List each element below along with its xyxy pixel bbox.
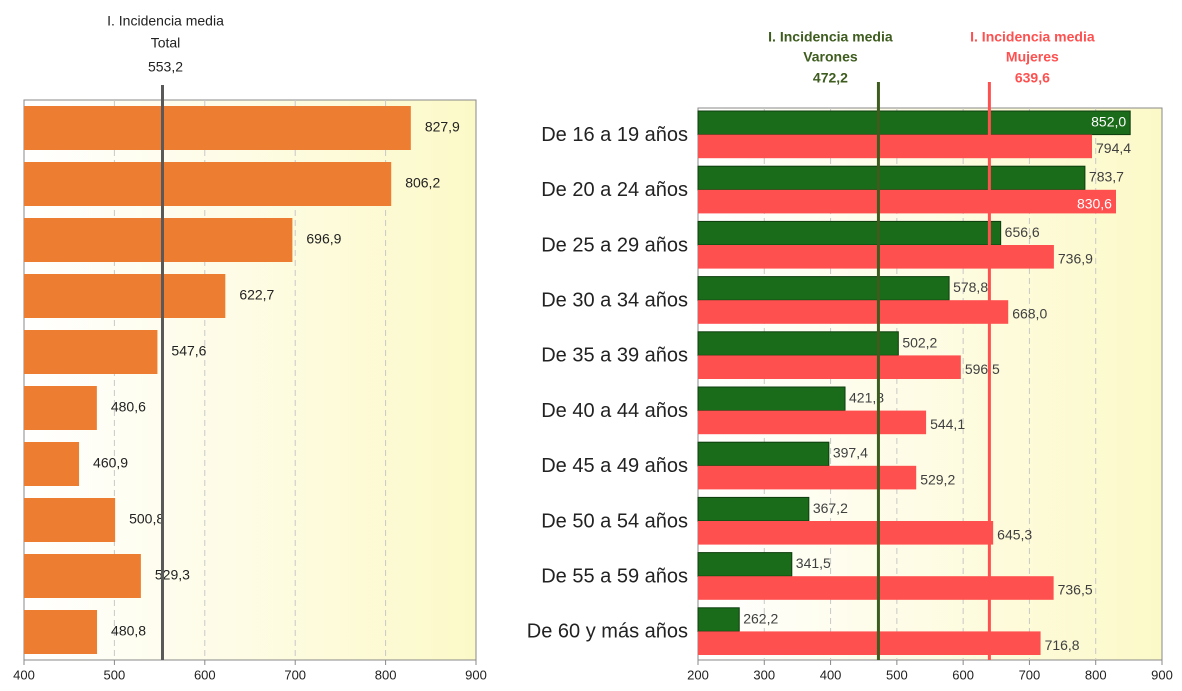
bar xyxy=(24,106,411,150)
value-label: 529,2 xyxy=(920,471,955,487)
category-label: De 25 a 29 años xyxy=(541,234,688,256)
bar xyxy=(698,631,1041,655)
value-label: 736,9 xyxy=(1058,251,1093,267)
x-tick-label: 800 xyxy=(1085,667,1107,682)
reference-label: Varones xyxy=(803,49,858,65)
bar xyxy=(24,386,97,430)
value-label: 544,1 xyxy=(930,416,965,432)
value-label: 668,0 xyxy=(1012,306,1047,322)
bar xyxy=(698,465,917,490)
value-label: 480,8 xyxy=(111,623,146,639)
value-label: 806,2 xyxy=(405,175,440,191)
category-label: De 45 a 49 años xyxy=(541,455,688,477)
reference-label: I. Incidencia media xyxy=(107,13,224,29)
bar xyxy=(698,245,1054,269)
category-label: De 40 a 44 años xyxy=(541,400,688,422)
reference-label: I. Incidencia media xyxy=(768,29,893,45)
bar xyxy=(698,300,1009,324)
bar xyxy=(24,162,392,206)
bar xyxy=(698,355,961,379)
bar xyxy=(697,110,1131,136)
x-tick-label: 400 xyxy=(820,667,842,682)
bar xyxy=(698,576,1054,600)
value-label: 622,7 xyxy=(239,287,274,303)
value-label: 696,9 xyxy=(306,231,341,247)
x-tick-label: 700 xyxy=(284,667,306,682)
bar xyxy=(24,218,293,262)
value-label: 656,6 xyxy=(1005,224,1040,240)
bar xyxy=(697,331,899,356)
category-label: De 50 a 54 años xyxy=(541,510,688,532)
reference-value: 639,6 xyxy=(1015,70,1050,86)
value-label: 852,0 xyxy=(1091,114,1126,130)
x-tick-label: 400 xyxy=(13,667,35,682)
value-label: 578,8 xyxy=(953,279,988,295)
bar xyxy=(698,410,927,435)
x-tick-label: 500 xyxy=(104,667,126,682)
bar xyxy=(697,386,846,412)
bar xyxy=(698,134,1093,159)
value-label: 480,6 xyxy=(111,399,146,415)
value-label: 645,3 xyxy=(997,527,1032,543)
value-label: 736,5 xyxy=(1058,582,1093,598)
value-label: 529,3 xyxy=(155,567,190,583)
bar xyxy=(698,189,1116,214)
reference-value: 472,2 xyxy=(813,70,848,86)
bar xyxy=(697,276,950,301)
bar xyxy=(697,607,740,632)
bar xyxy=(24,498,116,542)
value-label: 547,6 xyxy=(171,343,206,359)
x-tick-label: 900 xyxy=(1151,667,1173,682)
value-label: 500,8 xyxy=(129,511,164,527)
x-tick-label: 700 xyxy=(1019,667,1041,682)
bar xyxy=(697,552,793,577)
bar xyxy=(698,521,994,545)
value-label: 460,9 xyxy=(93,455,128,471)
value-label: 262,2 xyxy=(743,610,778,626)
reference-label: I. Incidencia media xyxy=(970,29,1095,45)
category-label: De 55 a 59 años xyxy=(541,565,688,587)
x-tick-label: 200 xyxy=(687,667,709,682)
category-label: De 16 a 19 años xyxy=(541,124,688,146)
bar xyxy=(697,496,810,522)
category-label: De 35 a 39 años xyxy=(541,345,688,367)
category-label: De 60 y más años xyxy=(527,621,688,643)
reference-label: Total xyxy=(151,35,181,51)
bar xyxy=(697,441,830,467)
x-tick-label: 300 xyxy=(753,667,775,682)
x-tick-label: 900 xyxy=(465,667,487,682)
value-label: 716,8 xyxy=(1045,637,1080,653)
value-label: 783,7 xyxy=(1089,169,1124,185)
x-tick-label: 600 xyxy=(952,667,974,682)
value-label: 830,6 xyxy=(1077,195,1112,211)
x-tick-label: 500 xyxy=(886,667,908,682)
bar xyxy=(24,442,80,486)
value-label: 341,5 xyxy=(796,555,831,571)
value-label: 596,5 xyxy=(965,361,1000,377)
category-label: De 20 a 24 años xyxy=(541,179,688,201)
bar xyxy=(24,610,98,654)
value-label: 827,9 xyxy=(425,119,460,135)
value-label: 397,4 xyxy=(833,445,868,461)
value-label: 421,8 xyxy=(849,390,884,406)
value-label: 367,2 xyxy=(813,500,848,516)
x-tick-label: 800 xyxy=(375,667,397,682)
bar xyxy=(697,220,1002,246)
bar xyxy=(24,274,226,318)
value-label: 794,4 xyxy=(1096,140,1131,156)
value-label: 502,2 xyxy=(902,334,937,350)
reference-label: Mujeres xyxy=(1006,49,1059,65)
x-tick-label: 600 xyxy=(194,667,216,682)
bar xyxy=(697,165,1086,191)
bar xyxy=(24,330,158,374)
bar xyxy=(24,554,141,598)
category-label: De 30 a 34 años xyxy=(541,289,688,311)
reference-value: 553,2 xyxy=(148,59,183,75)
